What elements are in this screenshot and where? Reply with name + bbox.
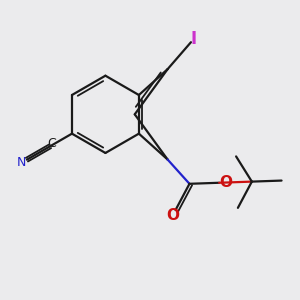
Text: O: O: [166, 208, 179, 223]
Text: N: N: [17, 156, 26, 169]
Text: I: I: [191, 30, 197, 48]
Text: O: O: [219, 175, 232, 190]
Text: C: C: [47, 137, 56, 150]
